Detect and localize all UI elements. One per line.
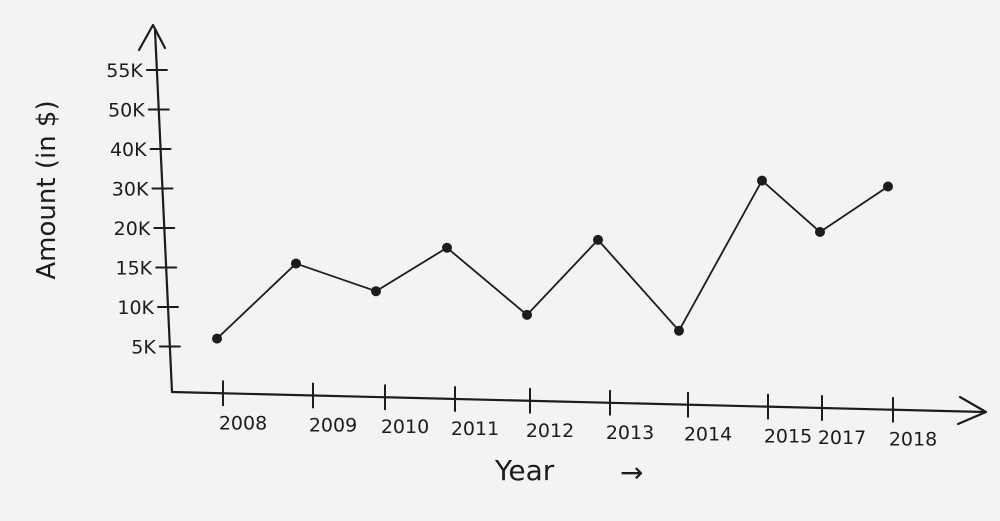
x-tick-label: 2009 [309,414,357,436]
y-axis-line [153,28,174,394]
y-tick-label: 10K [117,297,154,319]
data-point [442,242,452,253]
series-layer [212,175,893,344]
data-point [757,175,767,186]
data-point [212,333,222,344]
x-axis-title: Year [494,454,555,487]
data-point [371,286,381,297]
x-ticks: 2008 2009 2010 2011 2012 2013 2014 2015 2017 2018 [219,380,937,451]
x-tick-label: 2008 [219,412,267,434]
y-tick-label: 55K [106,60,143,82]
y-ticks: 5K 10K 15K 20K 30K 40K 50K 55K [106,60,181,359]
y-tick-label: 20K [114,218,151,240]
y-tick-label: 15K [116,258,153,280]
x-tick-label: 2018 [889,429,937,451]
data-point [291,258,301,269]
x-tick-label: 2010 [381,416,429,438]
x-tick-label: 2017 [818,427,866,449]
y-tick-label: 30K [112,179,149,201]
data-point [674,325,684,336]
series-line [216,179,889,340]
y-axis-title: Amount (in $) [32,100,62,279]
data-point [593,234,603,245]
x-tick-label: 2015 [764,426,812,448]
x-tick-label: 2011 [451,418,499,440]
y-tick-label: 50K [108,100,145,122]
data-point [815,226,825,237]
y-axis-arrowhead [137,23,167,52]
x-tick-label: 2014 [684,424,732,446]
x-axis-title-arrow: → [620,456,643,489]
data-point [883,181,893,192]
y-tick-label: 5K [131,337,156,359]
x-axis-arrowhead [956,395,988,426]
y-tick-label: 40K [110,139,147,161]
x-tick-label: 2013 [606,422,654,444]
x-tick-label: 2012 [526,420,574,442]
data-point [522,309,532,320]
x-axis-line [170,390,987,414]
